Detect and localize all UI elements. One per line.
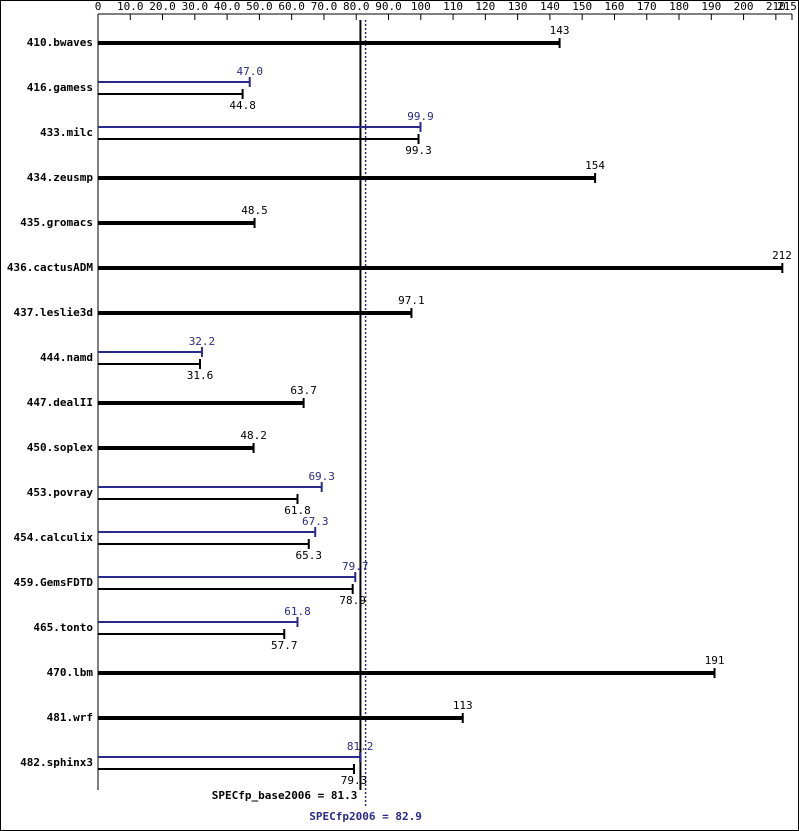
x-tick-label: 160 <box>605 0 625 13</box>
value-label: 61.8 <box>284 504 311 517</box>
x-tick-label: 80.0 <box>343 0 370 13</box>
x-tick-label: 210 <box>766 0 786 13</box>
x-tick-label: 120 <box>475 0 495 13</box>
category-label cat: 465.tonto <box>33 621 93 634</box>
category-label cat: 447.dealII <box>27 396 93 409</box>
x-tick-label: 0 <box>95 0 102 13</box>
value-label: 32.2 <box>189 335 216 348</box>
category-label cat: 482.sphinx3 <box>20 756 93 769</box>
x-tick-label: 40.0 <box>214 0 241 13</box>
x-tick-label: 150 <box>572 0 592 13</box>
value-label: 78.9 <box>339 594 366 607</box>
value-label: 143 <box>550 24 570 37</box>
value-label: 191 <box>705 654 725 667</box>
value-label: 79.3 <box>341 774 368 787</box>
category-label cat: 470.lbm <box>47 666 94 679</box>
value-label: 57.7 <box>271 639 298 652</box>
x-tick-label: 30.0 <box>182 0 209 13</box>
value-label: 99.3 <box>405 144 432 157</box>
x-tick-label: 90.0 <box>375 0 402 13</box>
value-label: 154 <box>585 159 605 172</box>
value-label: 113 <box>453 699 473 712</box>
value-label: 212 <box>772 249 792 262</box>
x-tick-label: 10.0 <box>117 0 144 13</box>
category-label cat: 453.povray <box>27 486 94 499</box>
category-label cat: 436.cactusADM <box>7 261 93 274</box>
category-label cat: 450.soplex <box>27 441 94 454</box>
x-tick-label: 50.0 <box>246 0 273 13</box>
category-label cat: 454.calculix <box>14 531 94 544</box>
category-label cat: 459.GemsFDTD <box>14 576 94 589</box>
category-label cat: 433.milc <box>40 126 93 139</box>
x-tick-label: 130 <box>508 0 528 13</box>
x-tick-label: 180 <box>669 0 689 13</box>
x-tick-label: 20.0 <box>149 0 176 13</box>
value-label: 97.1 <box>398 294 425 307</box>
x-tick-label: 200 <box>734 0 754 13</box>
category-label cat: 410.bwaves <box>27 36 93 49</box>
x-tick-label: 60.0 <box>278 0 305 13</box>
x-tick-label: 100 <box>411 0 431 13</box>
x-tick-label: 190 <box>701 0 721 13</box>
x-tick-label: 70.0 <box>311 0 338 13</box>
value-label: 47.0 <box>236 65 263 78</box>
category-label cat: 444.namd <box>40 351 93 364</box>
reference-label: SPECfp2006 = 82.9 <box>309 810 422 823</box>
value-label: 63.7 <box>290 384 317 397</box>
value-label: 79.7 <box>342 560 369 573</box>
x-tick-label: 215 <box>777 0 797 13</box>
value-label: 61.8 <box>284 605 311 618</box>
x-tick-label: 140 <box>540 0 560 13</box>
value-label: 99.9 <box>407 110 434 123</box>
category-label cat: 481.wrf <box>47 711 93 724</box>
x-tick-label: 170 <box>637 0 657 13</box>
value-label: 44.8 <box>229 99 256 112</box>
value-label: 48.2 <box>240 429 267 442</box>
category-label cat: 435.gromacs <box>20 216 93 229</box>
value-label: 48.5 <box>241 204 268 217</box>
value-label: 69.3 <box>308 470 335 483</box>
category-label cat: 437.leslie3d <box>14 306 93 319</box>
value-label: 65.3 <box>296 549 323 562</box>
value-label: 81.2 <box>347 740 374 753</box>
value-label: 31.6 <box>187 369 214 382</box>
category-label cat: 416.gamess <box>27 81 93 94</box>
value-label: 67.3 <box>302 515 329 528</box>
x-tick-label: 110 <box>443 0 463 13</box>
reference-label: SPECfp_base2006 = 81.3 <box>212 789 358 802</box>
category-label cat: 434.zeusmp <box>27 171 94 184</box>
